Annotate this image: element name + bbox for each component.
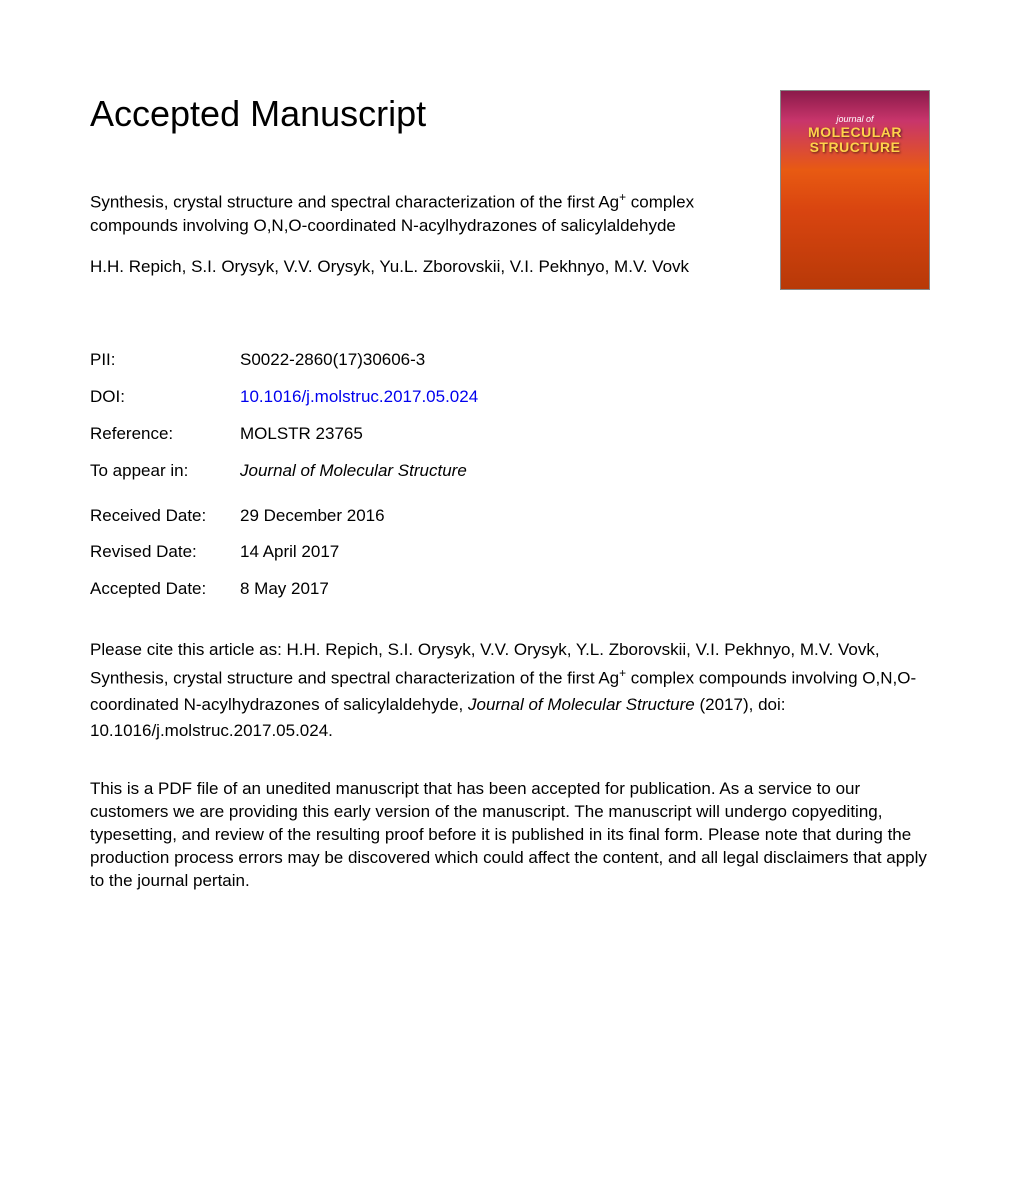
title-block: Accepted Manuscript Synthesis, crystal s… bbox=[90, 90, 760, 309]
meta-row-reference: Reference: MOLSTR 23765 bbox=[90, 423, 930, 446]
appear-value: Journal of Molecular Structure bbox=[240, 460, 467, 483]
authors: H.H. Repich, S.I. Orysyk, V.V. Orysyk, Y… bbox=[90, 256, 760, 279]
article-title-pre: Synthesis, crystal structure and spectra… bbox=[90, 192, 619, 211]
cover-main-title: MOLECULAR STRUCTURE bbox=[781, 125, 929, 156]
received-value: 29 December 2016 bbox=[240, 505, 385, 528]
revised-label: Revised Date: bbox=[90, 541, 240, 564]
accepted-label: Accepted Date: bbox=[90, 578, 240, 601]
pii-label: PII: bbox=[90, 349, 240, 372]
page-heading: Accepted Manuscript bbox=[90, 90, 760, 139]
metadata-table: PII: S0022-2860(17)30606-3 DOI: 10.1016/… bbox=[90, 349, 930, 602]
meta-row-appear: To appear in: Journal of Molecular Struc… bbox=[90, 460, 930, 483]
appear-label: To appear in: bbox=[90, 460, 240, 483]
reference-value: MOLSTR 23765 bbox=[240, 423, 363, 446]
meta-row-revised: Revised Date: 14 April 2017 bbox=[90, 541, 930, 564]
meta-row-pii: PII: S0022-2860(17)30606-3 bbox=[90, 349, 930, 372]
header-row: Accepted Manuscript Synthesis, crystal s… bbox=[90, 90, 930, 309]
cover-main-line1: MOLECULAR bbox=[808, 124, 902, 140]
journal-cover: journal of MOLECULAR STRUCTURE bbox=[780, 90, 930, 290]
accepted-value: 8 May 2017 bbox=[240, 578, 329, 601]
meta-row-accepted: Accepted Date: 8 May 2017 bbox=[90, 578, 930, 601]
citation-block: Please cite this article as: H.H. Repich… bbox=[90, 637, 930, 744]
article-title: Synthesis, crystal structure and spectra… bbox=[90, 189, 730, 238]
revised-value: 14 April 2017 bbox=[240, 541, 339, 564]
citation-journal: Journal of Molecular Structure bbox=[468, 695, 695, 714]
disclaimer-text: This is a PDF file of an unedited manusc… bbox=[90, 778, 930, 893]
meta-row-received: Received Date: 29 December 2016 bbox=[90, 505, 930, 528]
doi-label: DOI: bbox=[90, 386, 240, 409]
meta-row-doi: DOI: 10.1016/j.molstruc.2017.05.024 bbox=[90, 386, 930, 409]
received-label: Received Date: bbox=[90, 505, 240, 528]
reference-label: Reference: bbox=[90, 423, 240, 446]
cover-main-line2: STRUCTURE bbox=[810, 139, 901, 155]
doi-link[interactable]: 10.1016/j.molstruc.2017.05.024 bbox=[240, 386, 478, 409]
pii-value: S0022-2860(17)30606-3 bbox=[240, 349, 425, 372]
